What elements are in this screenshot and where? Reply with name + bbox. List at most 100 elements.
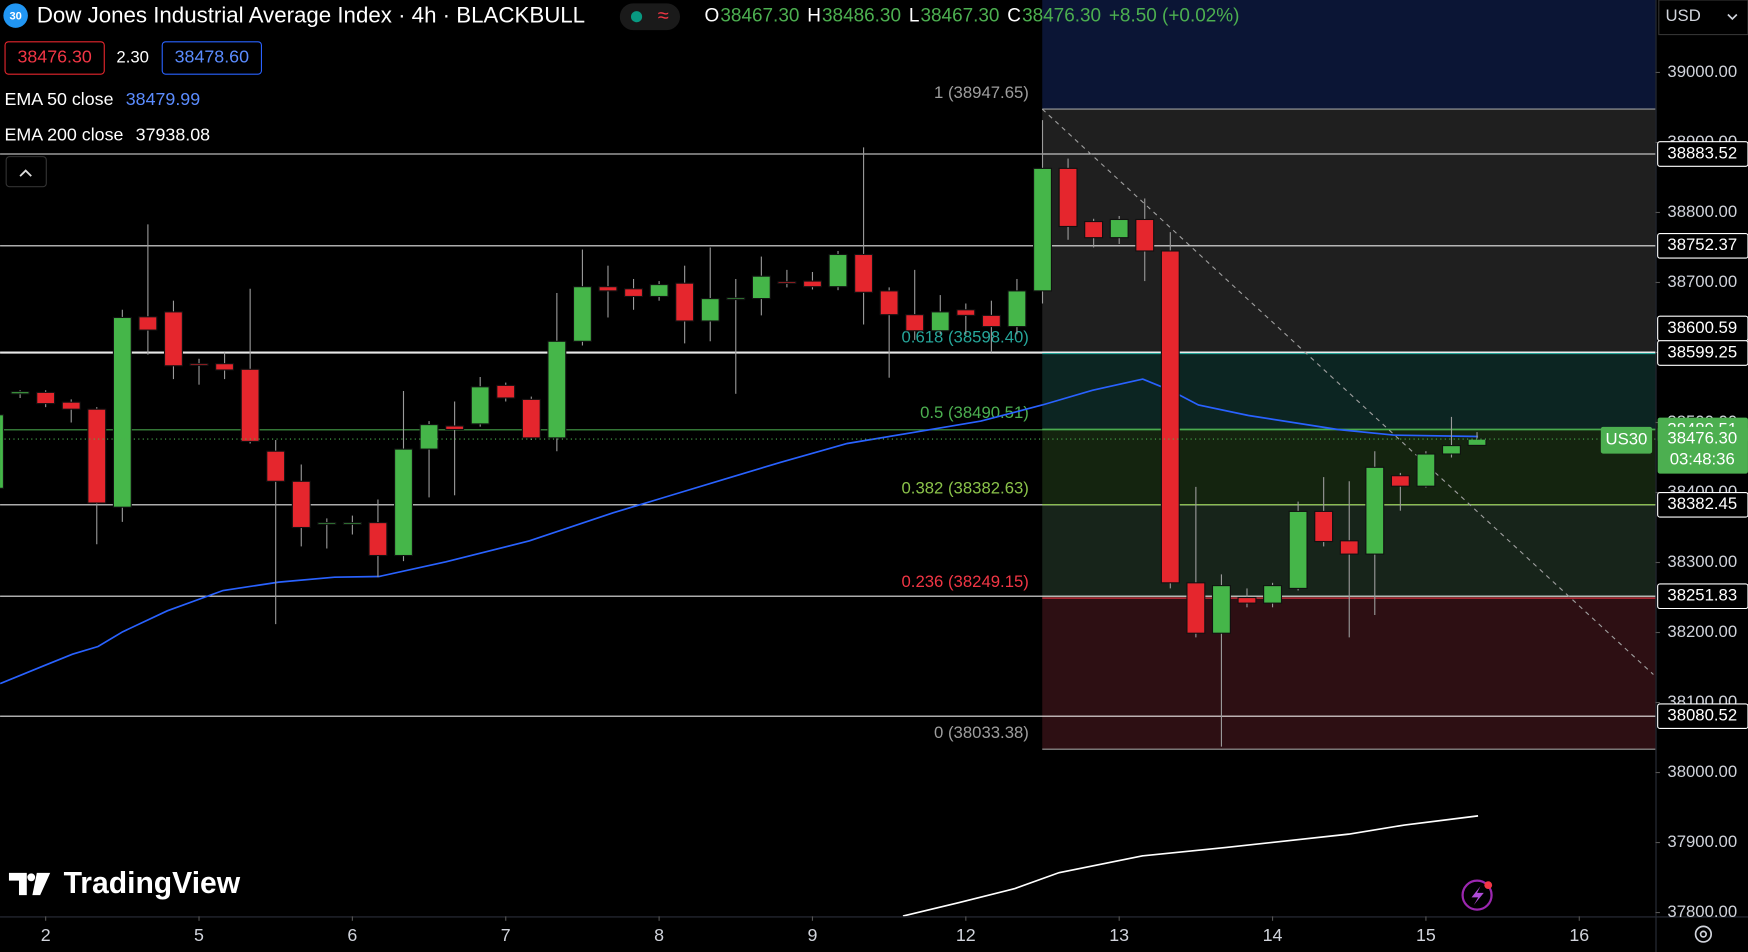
candle-body xyxy=(1186,582,1206,634)
candle-body xyxy=(138,316,158,331)
candle-body xyxy=(1160,250,1180,584)
candle-body xyxy=(394,448,413,557)
alert-dot xyxy=(1484,881,1493,890)
y-tick-label: 37800.00 xyxy=(1667,902,1737,921)
bid-box[interactable] xyxy=(4,41,105,75)
x-tick-label: 6 xyxy=(347,925,357,945)
candle-body xyxy=(61,401,81,410)
candle-body xyxy=(930,311,950,332)
fib-label: 0.382 (38382.63) xyxy=(902,478,1029,497)
ema-line xyxy=(0,378,1479,685)
fib-label: 0.236 (38249.15) xyxy=(902,572,1029,591)
x-tick-label: 16 xyxy=(1569,925,1589,945)
candle-body xyxy=(470,386,490,425)
time-axis-bg xyxy=(0,916,1656,952)
x-tick-label: 9 xyxy=(808,925,818,945)
price-label: 38600.59 xyxy=(1667,318,1737,337)
currency: USD xyxy=(1665,6,1700,25)
symbol-tag-box xyxy=(1600,426,1653,454)
candle-body xyxy=(1237,596,1257,604)
ohlc-value: 38467.30 xyxy=(720,6,799,27)
y-tick-label: 38200.00 xyxy=(1667,622,1737,641)
price-label: 38752.37 xyxy=(1667,235,1737,254)
candle-body xyxy=(956,309,976,316)
candle-body xyxy=(1467,438,1487,446)
legend-value: 38479.99 xyxy=(126,89,200,109)
logo-dot xyxy=(27,873,36,882)
ohlc-value: 38476.30 xyxy=(1022,6,1101,27)
candle-body xyxy=(496,384,516,399)
price-label: 38382.45 xyxy=(1667,494,1737,513)
price-label: 38251.83 xyxy=(1667,586,1737,605)
candle-body xyxy=(0,414,5,489)
candle-body xyxy=(317,522,337,525)
candle-body xyxy=(547,340,567,439)
ohlc-key: H xyxy=(807,6,821,27)
candle-body xyxy=(572,286,592,342)
countdown: 03:48:36 xyxy=(1670,450,1735,469)
candle-body xyxy=(445,425,465,431)
logo: TradingView xyxy=(64,867,241,900)
legend-name: EMA 50 close xyxy=(4,89,113,109)
candle-body xyxy=(700,298,720,322)
candle-body xyxy=(726,297,746,301)
y-tick-label: 38000.00 xyxy=(1667,762,1737,781)
candle-body xyxy=(1288,510,1308,589)
ask-box[interactable] xyxy=(161,41,262,75)
candle-body xyxy=(521,398,541,439)
collapse-icon xyxy=(19,169,32,177)
candle-body xyxy=(189,363,209,366)
ohlc-key: O xyxy=(705,6,720,27)
fib-label: 0.5 (38490.51) xyxy=(920,403,1029,422)
current-price-box xyxy=(1657,426,1748,474)
alert-bolt xyxy=(1471,886,1484,906)
candle-body xyxy=(802,280,822,288)
symbol-badge-text: 30 xyxy=(9,11,21,23)
candle-body xyxy=(1058,167,1078,228)
y-tick-label: 38800.00 xyxy=(1667,202,1737,221)
candle-body xyxy=(777,281,797,285)
candle-body xyxy=(905,314,925,332)
candle-body xyxy=(1314,510,1334,543)
candle-body xyxy=(1211,585,1231,634)
spread: 2.30 xyxy=(116,47,149,66)
candle-body xyxy=(981,314,1001,328)
legend-name: EMA 200 close xyxy=(4,125,123,145)
symbol-tag: US30 xyxy=(1606,430,1648,449)
y-tick-label: 38300.00 xyxy=(1667,552,1737,571)
candle-body xyxy=(36,391,56,405)
ohlc-value: 38467.30 xyxy=(920,6,999,27)
candle-body xyxy=(1339,540,1359,555)
fib-zone xyxy=(1042,353,1656,430)
settings-icon[interactable] xyxy=(1694,925,1713,943)
fib-label: 1 (38947.65) xyxy=(934,83,1029,102)
change: +8.50 (+0.02%) xyxy=(1109,6,1240,27)
current-price-label: 38476.30 xyxy=(1667,429,1737,448)
candle-body xyxy=(1084,221,1104,239)
x-tick-label: 13 xyxy=(1109,925,1129,945)
candle-body xyxy=(240,368,260,442)
candle-body xyxy=(112,316,132,508)
candle-body xyxy=(1109,218,1129,239)
candle-body xyxy=(649,284,669,298)
symbol-badge xyxy=(3,3,28,28)
x-tick-label: 8 xyxy=(654,925,664,945)
ohlc-value: 38486.30 xyxy=(822,6,901,27)
fib-label: 0 (38033.38) xyxy=(934,723,1029,742)
plot-area: 1 (38947.65) 0.618 (38598.40) 0.5 (38490.5… xyxy=(0,0,1656,917)
candle-body xyxy=(1007,290,1027,328)
fib-zone xyxy=(1042,109,1656,354)
candle-body xyxy=(1033,167,1052,292)
status-pill xyxy=(619,3,681,31)
settings-center xyxy=(1699,930,1707,938)
y-tick-label: 37900.00 xyxy=(1667,832,1737,851)
logo-icon xyxy=(8,872,51,896)
candle-body xyxy=(1365,466,1385,555)
x-tick-label: 14 xyxy=(1263,925,1283,945)
price-label: 38883.52 xyxy=(1667,143,1737,162)
candle-body xyxy=(368,522,388,557)
x-tick-label: 2 xyxy=(41,925,51,945)
alert-icon[interactable] xyxy=(1461,879,1493,911)
